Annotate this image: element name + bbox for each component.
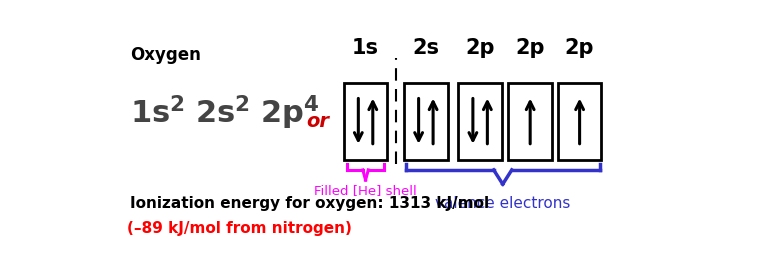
Text: 2p: 2p xyxy=(465,38,495,58)
Text: or: or xyxy=(306,112,329,131)
Text: $\mathbf{1s^2\ 2s^2\ 2p^4}$: $\mathbf{1s^2\ 2s^2\ 2p^4}$ xyxy=(131,94,321,132)
Text: 2p: 2p xyxy=(515,38,545,58)
Text: 2s: 2s xyxy=(412,38,440,58)
Bar xyxy=(558,82,601,160)
Text: Oxygen: Oxygen xyxy=(131,46,202,64)
Text: 2p: 2p xyxy=(565,38,594,58)
Text: Filled [He] shell: Filled [He] shell xyxy=(314,184,417,197)
Bar xyxy=(404,82,447,160)
Bar xyxy=(509,82,552,160)
Bar xyxy=(458,82,502,160)
Text: (–89 kJ/mol from nitrogen): (–89 kJ/mol from nitrogen) xyxy=(128,221,352,236)
Text: valence electrons: valence electrons xyxy=(435,196,570,211)
Bar xyxy=(344,82,387,160)
Text: 1s: 1s xyxy=(352,38,379,58)
Text: Ionization energy for oxygen: 1313 kJ/mol: Ionization energy for oxygen: 1313 kJ/mo… xyxy=(131,196,489,211)
